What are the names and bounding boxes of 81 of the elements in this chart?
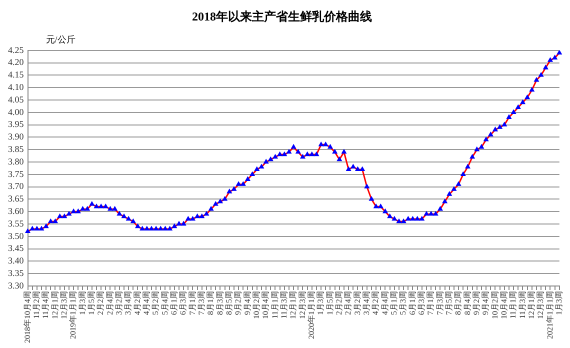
y-tick-label: 3.95 bbox=[8, 119, 24, 130]
x-tick-label: 1月3周 bbox=[78, 291, 87, 315]
x-tick-label: 3月4周 bbox=[362, 291, 371, 315]
y-tick-label: 3.40 bbox=[8, 256, 24, 266]
x-tick-label: 2月2周 bbox=[96, 291, 106, 315]
x-tick-label: 4月2周 bbox=[132, 291, 142, 315]
y-tick-label: 3.55 bbox=[8, 218, 24, 228]
x-tick-label: 11月3周 bbox=[518, 291, 527, 319]
x-tick-label: 2月2周 bbox=[334, 291, 344, 315]
x-tick-label: 2月4周 bbox=[105, 291, 114, 315]
x-tick-label: 6月3周 bbox=[178, 291, 188, 315]
x-tick-label: 4月4周 bbox=[142, 291, 152, 315]
x-tick-label: 9月2周 bbox=[234, 291, 243, 315]
y-tick-label: 4.00 bbox=[8, 106, 24, 117]
x-tick-label: 8月5周 bbox=[224, 291, 234, 315]
x-tick-label: 11月1周 bbox=[508, 291, 518, 319]
x-tick-label: 1月3周 bbox=[554, 291, 564, 315]
x-tick-label: 3月2周 bbox=[114, 291, 124, 315]
x-tick-label: 12月3周 bbox=[298, 291, 307, 319]
x-tick-label: 5月4周 bbox=[160, 291, 170, 315]
x-tick-label: 1月5周 bbox=[325, 291, 334, 315]
x-tick-label: 2020年1月1周 bbox=[307, 291, 316, 339]
y-tick-label: 3.80 bbox=[8, 156, 24, 166]
x-tick-label: 9月2周 bbox=[472, 291, 481, 315]
x-tick-label: 4月4周 bbox=[380, 291, 390, 315]
y-tick-label: 3.50 bbox=[8, 230, 24, 241]
x-tick-label: 12月1周 bbox=[526, 291, 536, 319]
x-tick-label: 11月4周 bbox=[41, 291, 50, 319]
x-tick-label: 5月2周 bbox=[151, 291, 160, 315]
y-tick-label: 3.35 bbox=[8, 268, 24, 278]
x-tick-label: 10月4周 bbox=[261, 291, 270, 319]
x-tick-label: 1月5周 bbox=[87, 291, 96, 315]
x-tick-label: 11月2周 bbox=[32, 291, 42, 319]
y-tick-label: 4.25 bbox=[8, 44, 24, 55]
y-tick-label: 3.85 bbox=[8, 144, 24, 154]
x-tick-label: 8月4周 bbox=[462, 291, 472, 315]
x-tick-label: 2021年1月1周 bbox=[545, 291, 554, 339]
x-tick-label: 10月4周 bbox=[499, 291, 508, 319]
x-tick-label: 2月4周 bbox=[344, 291, 353, 315]
x-tick-label: 6月1周 bbox=[170, 291, 179, 315]
x-tick-label: 9月4周 bbox=[481, 291, 490, 315]
x-tick-label: 8月3周 bbox=[215, 291, 224, 315]
y-tick-label: 4.15 bbox=[8, 70, 24, 80]
x-tick-label: 12月3周 bbox=[536, 291, 546, 319]
x-tick-label: 10月2周 bbox=[252, 291, 262, 319]
x-tick-label: 12月3周 bbox=[60, 291, 69, 319]
y-tick-label: 3.90 bbox=[8, 132, 24, 142]
x-tick-label: 5月1周 bbox=[390, 291, 398, 315]
x-tick-label: 7月3周 bbox=[197, 291, 206, 315]
y-tick-label: 3.75 bbox=[8, 168, 24, 179]
x-tick-label: 1月3周 bbox=[316, 291, 326, 315]
x-tick-label: 7月1周 bbox=[426, 291, 436, 315]
y-tick-label: 3.30 bbox=[8, 280, 24, 290]
x-tick-label: 11月1周 bbox=[270, 291, 280, 319]
x-tick-label: 3月2周 bbox=[352, 291, 362, 315]
x-tick-label: 3月4周 bbox=[124, 291, 133, 315]
x-tick-label: 12月1周 bbox=[288, 291, 298, 319]
x-tick-label: 9月4周 bbox=[242, 291, 252, 315]
y-tick-label: 3.65 bbox=[8, 194, 24, 204]
x-tick-label: 10月2周 bbox=[490, 291, 500, 319]
y-tick-label: 4.20 bbox=[8, 57, 24, 68]
y-tick-label: 3.70 bbox=[8, 181, 24, 192]
x-tick-label: 6月1周 bbox=[408, 291, 417, 315]
y-tick-label: 4.05 bbox=[8, 94, 24, 104]
x-tick-label: 12月1周 bbox=[50, 291, 60, 319]
x-tick-label: 11月3周 bbox=[280, 291, 288, 319]
chart-title: 2018年以来主产省生鲜乳价格曲线 bbox=[192, 9, 372, 24]
y-axis-title: 元/公斤 bbox=[46, 34, 76, 44]
x-tick-label: 5月3周 bbox=[398, 291, 408, 315]
y-tick-label: 4.10 bbox=[8, 82, 24, 92]
x-tick-label: 7月1周 bbox=[188, 291, 197, 315]
x-tick-label: 2019年1月1周 bbox=[68, 291, 78, 339]
x-tick-label: 7月5周 bbox=[444, 291, 454, 315]
x-tick-label: 6月3周 bbox=[417, 291, 426, 315]
x-tick-label: 8月2周 bbox=[454, 291, 463, 315]
y-tick-label: 3.45 bbox=[8, 243, 24, 254]
x-tick-label: 8月1周 bbox=[206, 291, 216, 315]
x-tick-label: 2018年10月4周 bbox=[22, 291, 32, 343]
x-tick-label: 4月2周 bbox=[371, 291, 380, 315]
y-tick-label: 3.60 bbox=[8, 206, 24, 216]
x-tick-label: 7月3周 bbox=[435, 291, 444, 315]
